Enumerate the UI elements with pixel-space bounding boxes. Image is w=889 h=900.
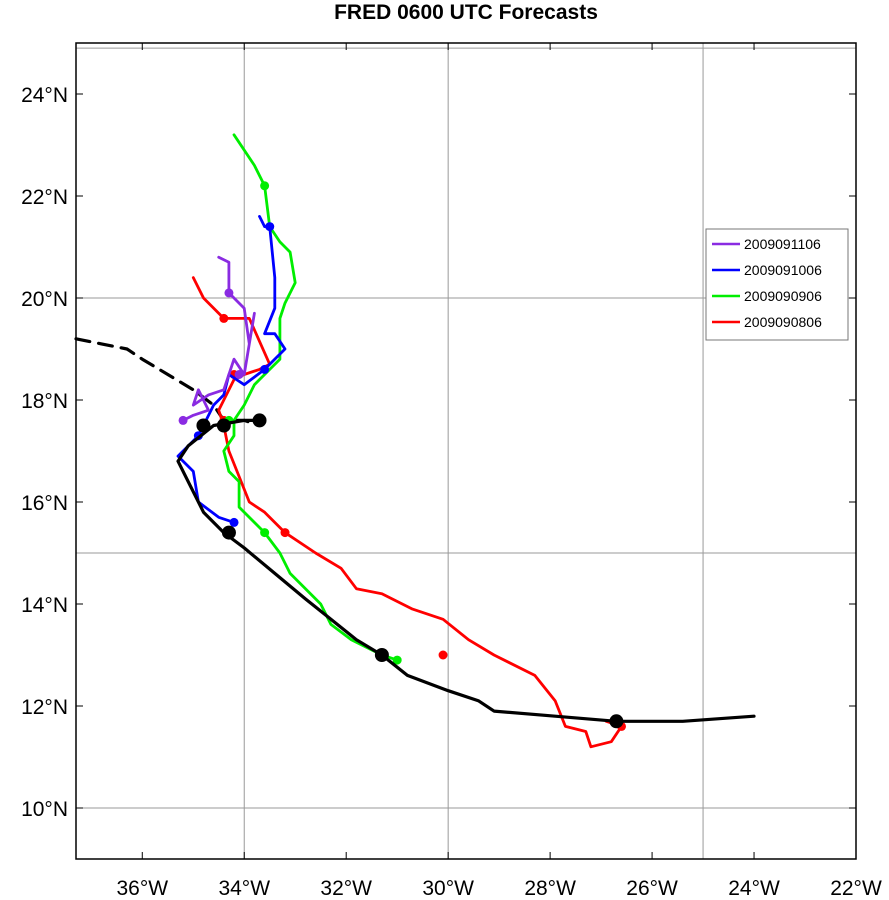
best-track-point	[221, 525, 236, 540]
forecast-point-2009091006	[260, 364, 270, 374]
legend: 2009091106 2009091006 2009090906 2009090806	[705, 228, 849, 341]
best-track-point	[196, 418, 211, 433]
forecast-point-2009091006	[265, 222, 275, 232]
forecast-track-2009091006	[176, 214, 287, 524]
legend-label: 2009090806	[744, 314, 822, 330]
plot-frame	[75, 42, 857, 860]
forecast-point-2009091106	[224, 288, 234, 298]
y-tick-label: 16°N	[21, 492, 68, 515]
y-tick-label: 18°N	[21, 390, 68, 413]
x-tick-label: 24°W	[728, 877, 780, 900]
x-axis-ticks: 36°W 34°W 32°W 30°W 28°W 26°W 24°W 22°W	[116, 43, 882, 900]
forecast-point-2009090906	[260, 528, 270, 538]
y-axis-ticks: 10°N 12°N 14°N 16°N 18°N 20°N 22°N 24°N	[21, 84, 856, 821]
y-tick-label: 24°N	[21, 84, 68, 107]
x-tick-label: 26°W	[626, 877, 678, 900]
legend-label: 2009091106	[744, 236, 821, 252]
forecast-point-2009091106	[178, 415, 188, 425]
forecast-track-2009090906	[222, 133, 399, 662]
x-tick-label: 36°W	[116, 877, 168, 900]
forecast-track-2009090806	[191, 276, 623, 749]
legend-label: 2009090906	[744, 288, 822, 304]
forecast-point-2009090906	[392, 655, 402, 665]
legend-label: 2009091006	[744, 262, 822, 278]
y-tick-label: 10°N	[21, 798, 68, 821]
x-tick-label: 30°W	[422, 877, 474, 900]
forecast-track-2009091106	[181, 255, 256, 422]
best-track-point	[609, 714, 624, 729]
forecast-point-2009091006	[229, 517, 239, 527]
forecast-point-2009090806	[219, 313, 229, 323]
best-track-point	[374, 648, 389, 662]
x-tick-label: 32°W	[320, 877, 372, 900]
x-tick-label: 34°W	[218, 877, 270, 900]
grid-lines	[76, 43, 856, 859]
best-track-point	[216, 418, 231, 433]
y-tick-label: 20°N	[21, 288, 68, 311]
forecast-point-2009090806	[280, 528, 290, 538]
y-tick-label: 22°N	[21, 186, 68, 209]
x-tick-label: 28°W	[524, 877, 576, 900]
forecast-point-2009091106	[234, 370, 244, 379]
best-track-point	[252, 413, 267, 428]
chart-title: FRED 0600 UTC Forecasts	[334, 1, 598, 24]
best-track-line	[176, 418, 756, 723]
forecast-point-2009090806	[438, 650, 448, 660]
track-lines	[74, 133, 756, 749]
forecast-point-2009090906	[260, 181, 270, 191]
y-tick-label: 14°N	[21, 594, 68, 617]
y-tick-label: 12°N	[21, 696, 68, 719]
x-tick-label: 22°W	[830, 877, 882, 900]
